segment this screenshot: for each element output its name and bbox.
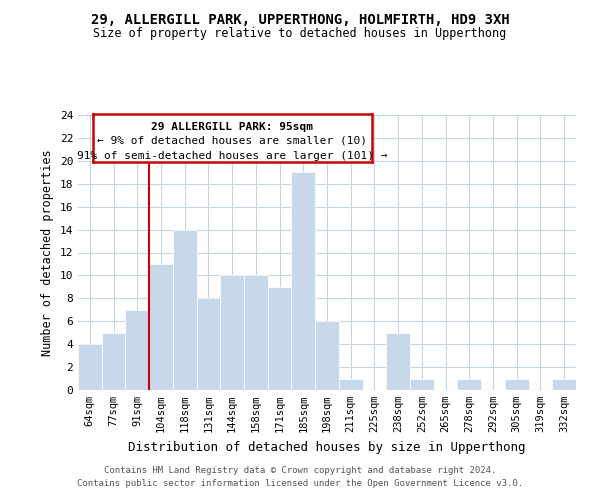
Bar: [457, 378, 481, 390]
Bar: [315, 322, 339, 390]
Bar: [78, 344, 102, 390]
Bar: [197, 298, 220, 390]
Bar: [505, 378, 529, 390]
Bar: [410, 378, 434, 390]
Text: Contains HM Land Registry data © Crown copyright and database right 2024.
Contai: Contains HM Land Registry data © Crown c…: [77, 466, 523, 487]
Bar: [339, 378, 362, 390]
X-axis label: Distribution of detached houses by size in Upperthong: Distribution of detached houses by size …: [128, 440, 526, 454]
Bar: [268, 287, 292, 390]
Bar: [292, 172, 315, 390]
Text: 29, ALLERGILL PARK, UPPERTHONG, HOLMFIRTH, HD9 3XH: 29, ALLERGILL PARK, UPPERTHONG, HOLMFIRT…: [91, 12, 509, 26]
Bar: [220, 276, 244, 390]
Y-axis label: Number of detached properties: Number of detached properties: [41, 149, 54, 356]
Bar: [149, 264, 173, 390]
Bar: [173, 230, 197, 390]
Bar: [552, 378, 576, 390]
Bar: [102, 332, 125, 390]
Bar: [125, 310, 149, 390]
Bar: [386, 332, 410, 390]
Text: Size of property relative to detached houses in Upperthong: Size of property relative to detached ho…: [94, 28, 506, 40]
Bar: [244, 276, 268, 390]
